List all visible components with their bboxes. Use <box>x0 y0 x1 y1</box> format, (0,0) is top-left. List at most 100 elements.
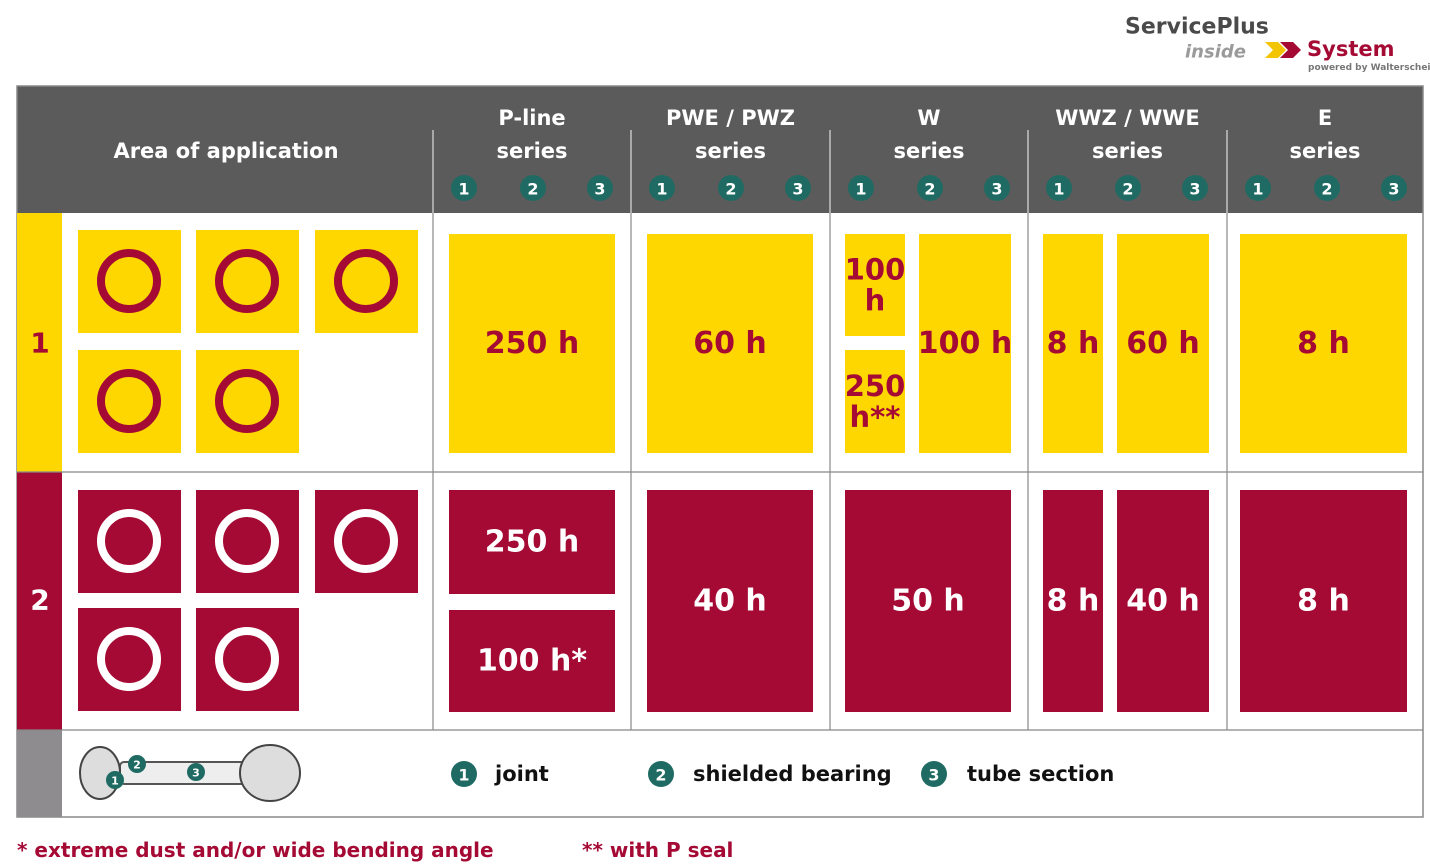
logo-arrow <box>1280 42 1301 58</box>
icon-glyph <box>97 627 161 691</box>
badge-number: 3 <box>928 766 939 785</box>
icon-glyph <box>334 509 398 573</box>
column-title: WWZ / WWE <box>1055 106 1200 130</box>
interval-text: 100 h* <box>477 644 587 679</box>
logo-inside: inside <box>1185 42 1246 63</box>
interval-cell <box>1240 234 1407 453</box>
row-strip <box>17 730 62 817</box>
interval-text: 250 h <box>485 525 579 560</box>
icon-tile <box>196 350 299 453</box>
icon-tile <box>78 608 181 711</box>
interval-text: 8 h <box>1297 326 1350 361</box>
interval-cell <box>1117 490 1209 712</box>
icon-glyph <box>97 369 161 433</box>
badge-number: 1 <box>458 766 469 785</box>
interval-text: 60 h <box>1126 326 1200 361</box>
interval-text: h** <box>850 400 901 434</box>
column-title: P-line <box>498 106 565 130</box>
badge-number: 1 <box>1053 180 1064 199</box>
interval-cell <box>1117 234 1209 453</box>
legend-label: joint <box>494 762 549 786</box>
badge-number: 1 <box>1252 180 1263 199</box>
icon-tile <box>315 490 418 593</box>
interval-text: 50 h <box>891 584 965 619</box>
interval-text: h <box>865 284 886 318</box>
interval-cell <box>845 350 905 453</box>
badge <box>648 761 674 787</box>
badge <box>520 175 546 201</box>
badge <box>848 175 874 201</box>
icon-glyph <box>215 369 279 433</box>
row-label: 1 <box>30 327 49 360</box>
footnote: * extreme dust and/or wide bending angle <box>17 838 494 862</box>
interval-text: 8 h <box>1047 584 1100 619</box>
interval-text: 100 <box>845 253 906 287</box>
header-label: Area of application <box>113 139 338 163</box>
badge <box>917 175 943 201</box>
badge-number: 3 <box>792 180 803 199</box>
badge-number: 2 <box>527 180 538 199</box>
badge <box>649 175 675 201</box>
interval-cell <box>919 234 1011 453</box>
footnote: ** with P seal <box>582 838 733 862</box>
badge <box>451 175 477 201</box>
icon-tile <box>196 608 299 711</box>
logo-brand: ServicePlus <box>1125 15 1269 40</box>
icon-tile <box>78 490 181 593</box>
interval-text: 60 h <box>693 326 767 361</box>
badge <box>718 175 744 201</box>
badge-number: 2 <box>924 180 935 199</box>
interval-cell <box>647 234 813 453</box>
shaft-joint <box>239 744 301 802</box>
legend-label: shielded bearing <box>693 762 892 786</box>
column-title: series <box>496 139 567 163</box>
interval-cell <box>1240 490 1407 712</box>
badge <box>1046 175 1072 201</box>
logo-system: System <box>1307 37 1394 61</box>
interval-cell <box>449 490 615 594</box>
icon-tile <box>78 350 181 453</box>
icon-glyph <box>97 249 161 313</box>
badge <box>106 771 124 789</box>
badge-number: 1 <box>458 180 469 199</box>
badge-number: 3 <box>192 767 200 780</box>
logo-powered: powered by Walterscheid <box>1308 63 1430 73</box>
badge-number: 3 <box>1388 180 1399 199</box>
column-title: W <box>917 106 940 130</box>
icon-glyph <box>215 249 279 313</box>
row-label: 2 <box>30 584 49 617</box>
icon-glyph <box>97 509 161 573</box>
badge-number: 2 <box>1321 180 1332 199</box>
icon-tile <box>78 230 181 333</box>
badge-number: 2 <box>655 766 666 785</box>
badge-number: 2 <box>725 180 736 199</box>
badge <box>984 175 1010 201</box>
interval-text: 250 <box>845 369 906 403</box>
column-title: PWE / PWZ <box>666 106 795 130</box>
column-title: E <box>1318 106 1332 130</box>
badge-number: 3 <box>594 180 605 199</box>
badge <box>1245 175 1271 201</box>
badge <box>921 761 947 787</box>
column-title: series <box>893 139 964 163</box>
icon-tile <box>196 490 299 593</box>
badge-number: 1 <box>111 775 119 788</box>
interval-cell <box>845 490 1011 712</box>
icon-tile <box>196 230 299 333</box>
column-title: series <box>1289 139 1360 163</box>
badge-number: 3 <box>991 180 1002 199</box>
interval-text: 40 h <box>693 584 767 619</box>
interval-text: 40 h <box>1126 584 1200 619</box>
interval-cell <box>449 234 615 453</box>
row-strip <box>17 472 62 730</box>
icon-glyph <box>334 249 398 313</box>
badge <box>1182 175 1208 201</box>
interval-text: 8 h <box>1297 584 1350 619</box>
badge <box>587 175 613 201</box>
column-title: series <box>1092 139 1163 163</box>
interval-cell <box>1043 234 1103 453</box>
badge <box>128 755 146 773</box>
icon-glyph <box>215 627 279 691</box>
